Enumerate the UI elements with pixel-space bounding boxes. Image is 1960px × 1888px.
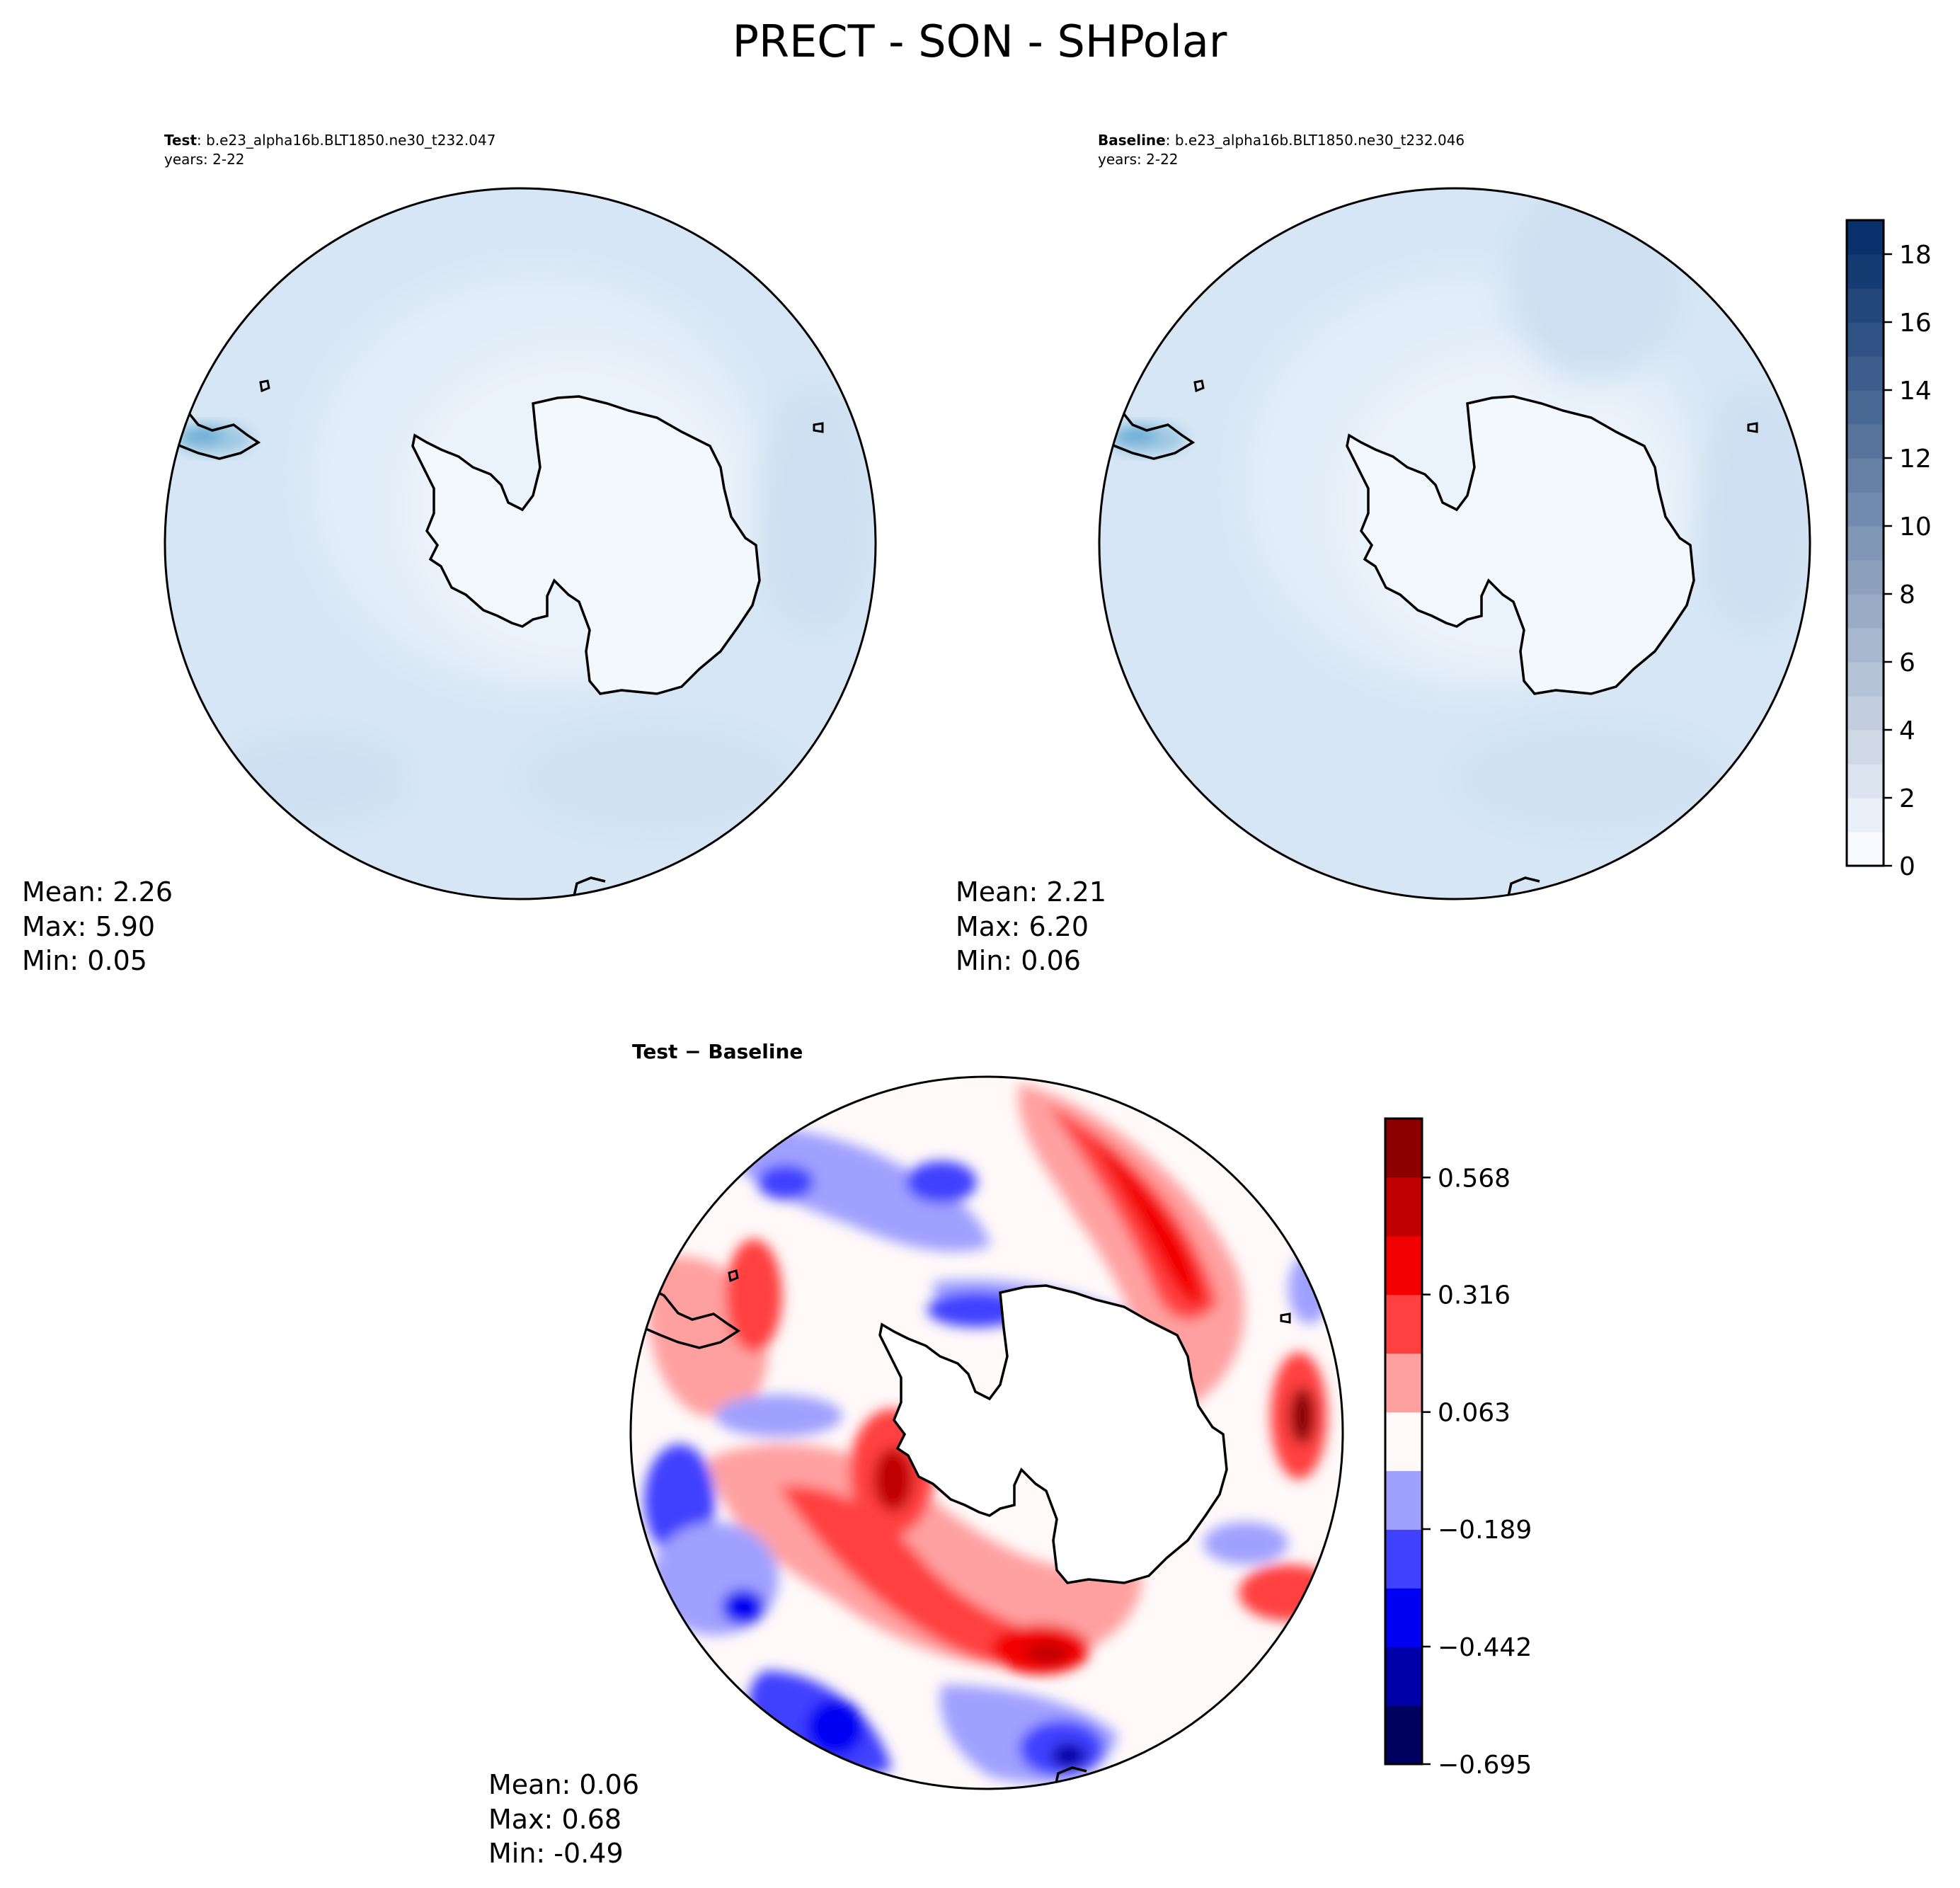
colorbar-diff-segment <box>1385 1647 1422 1706</box>
colorbar-abs-segment <box>1847 696 1884 731</box>
test-stat-mean: Mean: 2.26 <box>22 876 173 908</box>
panel-difference: Test − Baseline <box>488 1040 1344 1869</box>
colorbar-diff-tick-label: −0.189 <box>1438 1516 1532 1545</box>
baseline-stat-max: Max: 6.20 <box>956 911 1089 942</box>
colorbar-abs-tick-label: 18 <box>1899 241 1932 270</box>
colorbar-diff-segment <box>1385 1412 1422 1472</box>
colorbar-diff-segment <box>1385 1588 1422 1647</box>
baseline-stat-mean: Mean: 2.21 <box>956 876 1106 908</box>
colorbar-abs-segment <box>1847 390 1884 425</box>
colorbar-abs-tick-label: 10 <box>1899 513 1932 542</box>
colorbar-abs-segment <box>1847 492 1884 527</box>
colorbar-diff-segment <box>1385 1529 1422 1589</box>
colorbar-abs-segment <box>1847 832 1884 866</box>
colorbar-abs-segment <box>1847 356 1884 391</box>
colorbar-abs-tick-label: 4 <box>1899 716 1915 745</box>
test-stat-max: Max: 5.90 <box>22 911 155 942</box>
colorbar-diff-tick-label: −0.442 <box>1438 1633 1532 1662</box>
colorbar-diff-segment <box>1385 1353 1422 1413</box>
baseline-map-field <box>1099 188 1810 899</box>
colorbar-abs-segment <box>1847 594 1884 629</box>
panel-baseline: Baseline: b.e23_alpha16b.BLT1850.ne30_t2… <box>956 132 1811 976</box>
colorbar-abs-tick-label: 16 <box>1899 309 1932 338</box>
colorbar-abs-segment <box>1847 560 1884 595</box>
colorbar-diff-tick-label: 0.568 <box>1438 1164 1511 1193</box>
colorbar-abs-segment <box>1847 526 1884 561</box>
colorbar-abs-segment <box>1847 424 1884 459</box>
panel-test-label: : b.e23_alpha16b.BLT1850.ne30_t232.047 <box>197 132 495 149</box>
baseline-map-boundary <box>1098 187 1811 900</box>
baseline-stat-min: Min: 0.06 <box>956 945 1081 976</box>
panel-test: Test: b.e23_alpha16b.BLT1850.ne30_t232.0… <box>22 132 877 976</box>
colorbar-abs-tick-label: 2 <box>1899 784 1915 813</box>
colorbar-abs-segment <box>1847 662 1884 697</box>
colorbar-abs-segment <box>1847 220 1884 255</box>
test-map-field <box>165 188 876 899</box>
colorbar-diff-segment <box>1385 1470 1422 1530</box>
colorbar-diff-segment <box>1385 1119 1422 1178</box>
colorbar-abs-frame <box>1845 219 1885 867</box>
colorbar-diff-tick-label: 0.316 <box>1438 1281 1511 1310</box>
svg-text:Baseline: b.e23_alpha16b.BLT18: Baseline: b.e23_alpha16b.BLT1850.ne30_t2… <box>1098 132 1465 149</box>
panel-diff-label: Test − Baseline <box>632 1040 803 1063</box>
colorbar-abs-tick-label: 6 <box>1899 648 1915 677</box>
panel-baseline-label-bold: Baseline <box>1098 132 1166 149</box>
test-stat-min: Min: 0.05 <box>22 945 147 976</box>
test-map-boundary <box>164 187 877 900</box>
colorbar-diff-segment <box>1385 1177 1422 1237</box>
colorbar-abs-segment <box>1847 628 1884 663</box>
colorbar-diff-tick-label: −0.695 <box>1438 1751 1532 1780</box>
difference-map-boundary <box>629 1075 1344 1790</box>
colorbar-diff-tick-label: 0.063 <box>1438 1399 1511 1428</box>
colorbar-abs-segment <box>1847 322 1884 357</box>
figure-title: PRECT - SON - SHPolar <box>733 16 1227 67</box>
colorbar-abs-segment <box>1847 254 1884 289</box>
panel-baseline-years: years: 2-22 <box>1098 151 1179 168</box>
colorbar-abs-tick-label: 12 <box>1899 445 1932 474</box>
colorbar-abs-tick-label: 14 <box>1899 377 1932 406</box>
panel-test-label-bold: Test <box>164 132 197 149</box>
panel-test-years: years: 2-22 <box>164 151 245 168</box>
colorbar-diff-frame <box>1384 1117 1423 1766</box>
colorbar-difference: −0.695 −0.442 −0.189 0.063 0.316 0.568 <box>1384 1117 1532 1780</box>
colorbar-absolute: 0 2 4 6 8 10 12 14 16 18 <box>1845 219 1932 881</box>
colorbar-abs-tick-label: 0 <box>1899 852 1915 881</box>
diff-stat-mean: Mean: 0.06 <box>488 1769 639 1800</box>
svg-text:Test: b.e23_alpha16b.BLT1850.n: Test: b.e23_alpha16b.BLT1850.ne30_t232.0… <box>164 132 495 149</box>
colorbar-abs-segment <box>1847 764 1884 799</box>
colorbar-abs-segment <box>1847 458 1884 493</box>
colorbar-abs-segment <box>1847 288 1884 323</box>
colorbar-abs-tick-label: 8 <box>1899 580 1915 610</box>
colorbar-diff-segment <box>1385 1294 1422 1354</box>
colorbar-abs-segment <box>1847 798 1884 833</box>
colorbar-diff-segment <box>1385 1705 1422 1765</box>
colorbar-diff-segment <box>1385 1235 1422 1295</box>
colorbar-abs-segment <box>1847 730 1884 765</box>
panel-baseline-label: : b.e23_alpha16b.BLT1850.ne30_t232.046 <box>1166 132 1465 149</box>
diff-stat-min: Min: -0.49 <box>488 1838 624 1869</box>
diff-stat-max: Max: 0.68 <box>488 1804 621 1835</box>
difference-map-field <box>631 1077 1343 1789</box>
